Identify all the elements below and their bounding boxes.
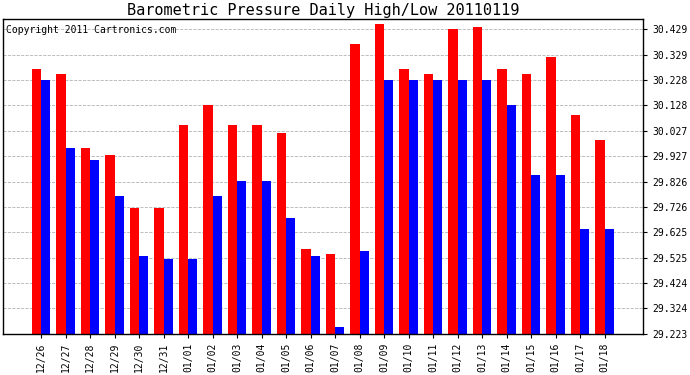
Bar (253, 125, 262, 334)
Bar (57, 75, 66, 334)
Bar (204, 105, 213, 334)
Bar (408, 80, 418, 334)
Bar (424, 75, 433, 334)
Bar (130, 209, 139, 334)
Text: Copyright 2011 Cartronics.com: Copyright 2011 Cartronics.com (6, 25, 177, 35)
Bar (115, 196, 124, 334)
Bar (139, 256, 148, 334)
Bar (400, 69, 408, 334)
Bar (497, 69, 506, 334)
Bar (326, 254, 335, 334)
Bar (262, 180, 271, 334)
Bar (448, 29, 457, 334)
Bar (482, 80, 491, 334)
Bar (473, 27, 482, 334)
Bar (188, 259, 197, 334)
Bar (164, 259, 173, 334)
Bar (571, 115, 580, 334)
Bar (106, 155, 115, 334)
Bar (384, 80, 393, 334)
Bar (595, 140, 604, 334)
Bar (213, 196, 222, 334)
Bar (228, 125, 237, 334)
Title: Barometric Pressure Daily High/Low 20110119: Barometric Pressure Daily High/Low 20110… (127, 3, 519, 18)
Bar (179, 125, 188, 334)
Bar (531, 176, 540, 334)
Bar (546, 57, 555, 334)
Bar (555, 176, 565, 334)
Bar (375, 24, 384, 334)
Bar (310, 256, 320, 334)
Bar (506, 105, 516, 334)
Bar (277, 133, 286, 334)
Bar (237, 180, 246, 334)
Bar (286, 218, 295, 334)
Bar (457, 80, 467, 334)
Bar (604, 228, 614, 334)
Bar (90, 160, 99, 334)
Bar (66, 148, 75, 334)
Bar (580, 228, 589, 334)
Bar (81, 148, 90, 334)
Bar (155, 209, 164, 334)
Bar (302, 249, 310, 334)
Bar (41, 80, 50, 334)
Bar (351, 44, 359, 334)
Bar (522, 75, 531, 334)
Bar (359, 251, 369, 334)
Bar (433, 80, 442, 334)
Bar (335, 327, 344, 334)
Bar (32, 69, 41, 334)
